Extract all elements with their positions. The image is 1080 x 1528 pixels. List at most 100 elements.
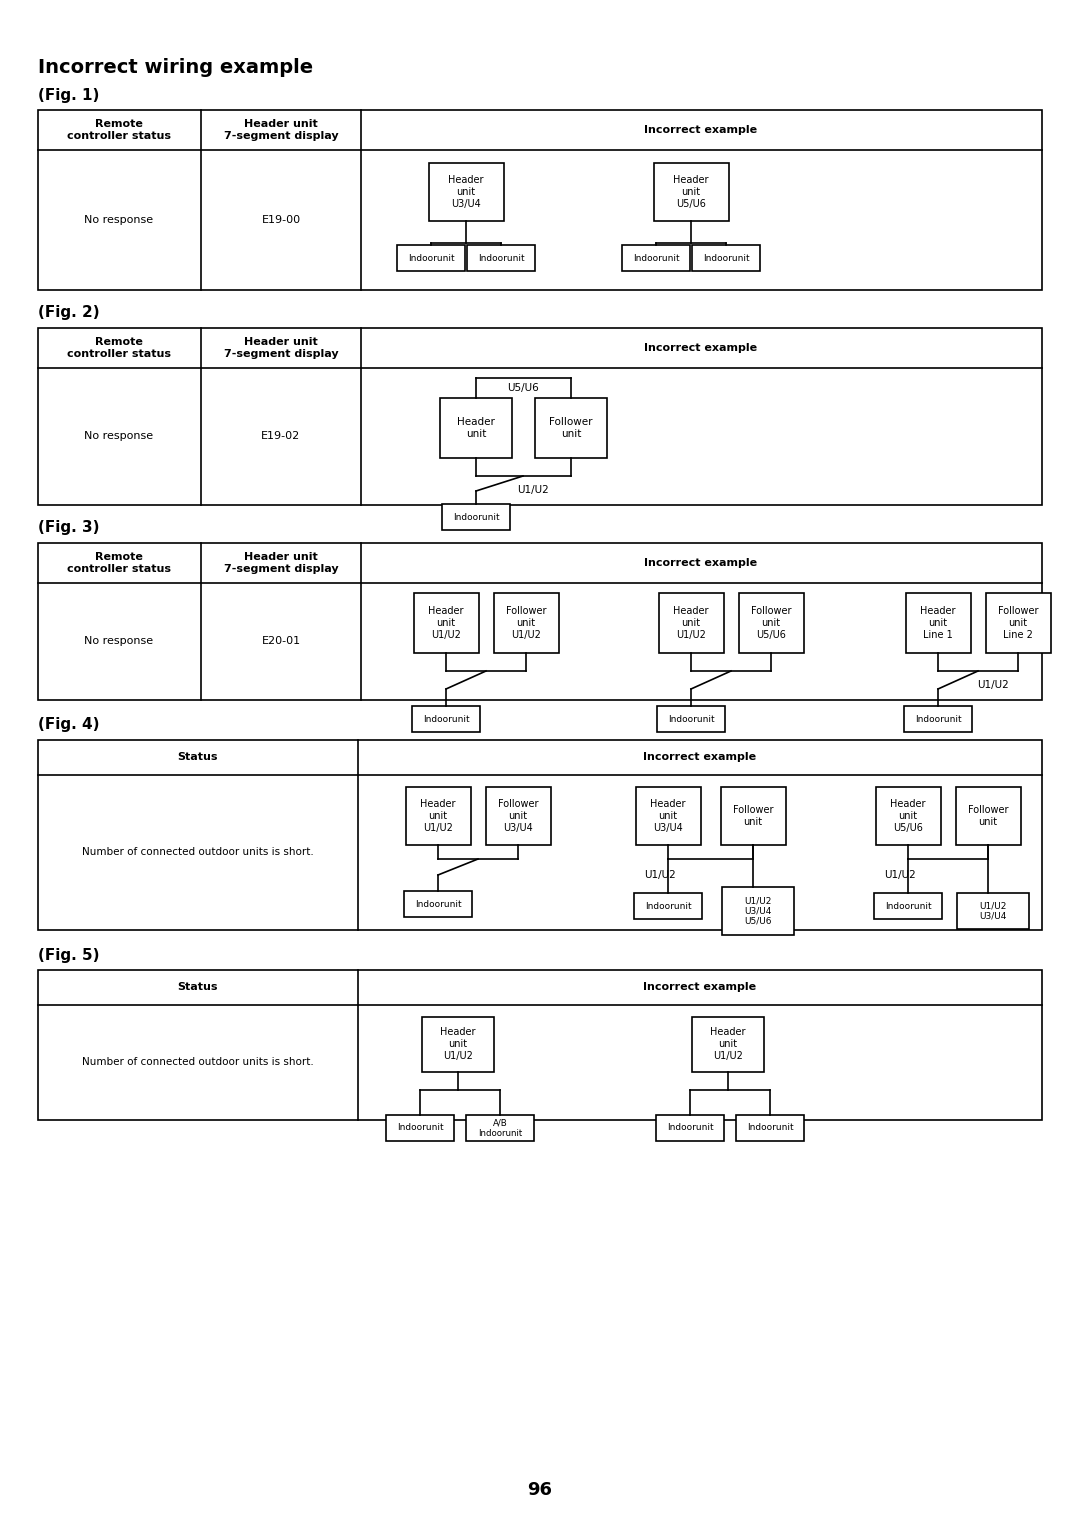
- Text: Header
unit
U1/U2: Header unit U1/U2: [441, 1027, 476, 1060]
- Text: U1/U2: U1/U2: [977, 680, 1009, 691]
- Bar: [535, 397, 607, 458]
- Text: (Fig. 4): (Fig. 4): [38, 717, 99, 732]
- Text: Incorrect example: Incorrect example: [645, 125, 757, 134]
- Text: U1/U2: U1/U2: [644, 869, 676, 880]
- Text: Header
unit
U1/U2: Header unit U1/U2: [429, 607, 463, 640]
- Text: Header
unit
U5/U6: Header unit U5/U6: [890, 799, 926, 833]
- Text: 96: 96: [527, 1481, 553, 1499]
- Text: Follower
unit
U3/U4: Follower unit U3/U4: [498, 799, 538, 833]
- Text: U1/U2
U3/U4: U1/U2 U3/U4: [980, 902, 1007, 921]
- Text: Follower
unit: Follower unit: [550, 417, 593, 439]
- Text: Follower
unit: Follower unit: [968, 805, 1009, 827]
- Bar: [404, 891, 472, 917]
- Bar: [38, 329, 1042, 504]
- Bar: [386, 1115, 454, 1141]
- Bar: [876, 787, 941, 845]
- Bar: [442, 504, 510, 530]
- Text: Indoorunit: Indoorunit: [885, 902, 931, 911]
- Bar: [957, 892, 1029, 929]
- Bar: [956, 787, 1021, 845]
- Text: E20-01: E20-01: [261, 636, 300, 646]
- Text: Indoorunit: Indoorunit: [407, 254, 455, 263]
- Bar: [721, 787, 786, 845]
- Text: No response: No response: [84, 431, 153, 442]
- Bar: [38, 110, 1042, 290]
- Text: Header unit
7-segment display: Header unit 7-segment display: [224, 338, 338, 359]
- Text: Indoorunit: Indoorunit: [396, 1123, 443, 1132]
- Bar: [429, 163, 504, 222]
- Text: Header
unit
Line 1: Header unit Line 1: [920, 607, 956, 640]
- Bar: [406, 787, 471, 845]
- Text: Incorrect example: Incorrect example: [644, 983, 757, 992]
- Text: Header
unit
U1/U2: Header unit U1/U2: [711, 1027, 746, 1060]
- Text: Indoorunit: Indoorunit: [477, 254, 524, 263]
- Bar: [440, 397, 512, 458]
- Text: Header
unit
U3/U4: Header unit U3/U4: [448, 176, 484, 209]
- Bar: [634, 892, 702, 918]
- Text: U1/U2
U3/U4
U5/U6: U1/U2 U3/U4 U5/U6: [744, 895, 772, 926]
- Text: U1/U2: U1/U2: [885, 869, 916, 880]
- Bar: [739, 593, 804, 652]
- Bar: [494, 593, 559, 652]
- Text: Incorrect example: Incorrect example: [644, 752, 757, 762]
- Text: Indoorunit: Indoorunit: [415, 900, 461, 909]
- Bar: [465, 1115, 534, 1141]
- Text: U1/U2: U1/U2: [517, 484, 549, 495]
- Text: Incorrect wiring example: Incorrect wiring example: [38, 58, 313, 76]
- Bar: [986, 593, 1051, 652]
- Text: Indoorunit: Indoorunit: [703, 254, 750, 263]
- Text: (Fig. 1): (Fig. 1): [38, 89, 99, 102]
- Bar: [723, 886, 794, 935]
- Bar: [622, 244, 690, 270]
- Bar: [692, 1018, 764, 1073]
- Bar: [38, 740, 1042, 931]
- Bar: [906, 593, 971, 652]
- Text: Indoorunit: Indoorunit: [666, 1123, 713, 1132]
- Text: Number of connected outdoor units is short.: Number of connected outdoor units is sho…: [82, 847, 314, 857]
- Text: Header unit
7-segment display: Header unit 7-segment display: [224, 552, 338, 575]
- Text: A/B
Indoorunit: A/B Indoorunit: [477, 1118, 522, 1138]
- Bar: [657, 706, 725, 732]
- Text: Header
unit: Header unit: [457, 417, 495, 439]
- Text: Header unit
7-segment display: Header unit 7-segment display: [224, 119, 338, 141]
- Text: Indoorunit: Indoorunit: [746, 1123, 794, 1132]
- Text: Header
unit
U5/U6: Header unit U5/U6: [673, 176, 708, 209]
- Text: E19-00: E19-00: [261, 215, 300, 225]
- Text: (Fig. 3): (Fig. 3): [38, 520, 99, 535]
- Text: Remote
controller status: Remote controller status: [67, 338, 171, 359]
- Text: Header
unit
U3/U4: Header unit U3/U4: [650, 799, 686, 833]
- Bar: [467, 244, 535, 270]
- Bar: [735, 1115, 804, 1141]
- Text: No response: No response: [84, 636, 153, 646]
- Text: Header
unit
U1/U2: Header unit U1/U2: [420, 799, 456, 833]
- Text: Follower
unit
U5/U6: Follower unit U5/U6: [751, 607, 792, 640]
- Bar: [904, 706, 972, 732]
- Text: Indoorunit: Indoorunit: [633, 254, 679, 263]
- Text: Incorrect example: Incorrect example: [645, 342, 757, 353]
- Bar: [397, 244, 465, 270]
- Text: (Fig. 2): (Fig. 2): [38, 306, 99, 319]
- Text: No response: No response: [84, 215, 153, 225]
- Text: Remote
controller status: Remote controller status: [67, 552, 171, 575]
- Text: Incorrect example: Incorrect example: [645, 558, 757, 568]
- Bar: [654, 163, 729, 222]
- Text: Indoorunit: Indoorunit: [915, 715, 961, 723]
- Text: E19-02: E19-02: [261, 431, 300, 442]
- Text: (Fig. 5): (Fig. 5): [38, 947, 99, 963]
- Bar: [414, 593, 480, 652]
- Bar: [38, 542, 1042, 700]
- Bar: [874, 892, 942, 918]
- Text: Indoorunit: Indoorunit: [645, 902, 691, 911]
- Text: U5/U6: U5/U6: [508, 384, 539, 393]
- Bar: [656, 1115, 724, 1141]
- Bar: [486, 787, 551, 845]
- Text: Number of connected outdoor units is short.: Number of connected outdoor units is sho…: [82, 1057, 314, 1067]
- Bar: [422, 1018, 494, 1073]
- Bar: [636, 787, 701, 845]
- Text: Header
unit
U1/U2: Header unit U1/U2: [673, 607, 708, 640]
- Bar: [659, 593, 724, 652]
- Text: Indoorunit: Indoorunit: [422, 715, 470, 723]
- Text: Status: Status: [178, 752, 218, 762]
- Text: Indoorunit: Indoorunit: [667, 715, 714, 723]
- Text: Remote
controller status: Remote controller status: [67, 119, 171, 141]
